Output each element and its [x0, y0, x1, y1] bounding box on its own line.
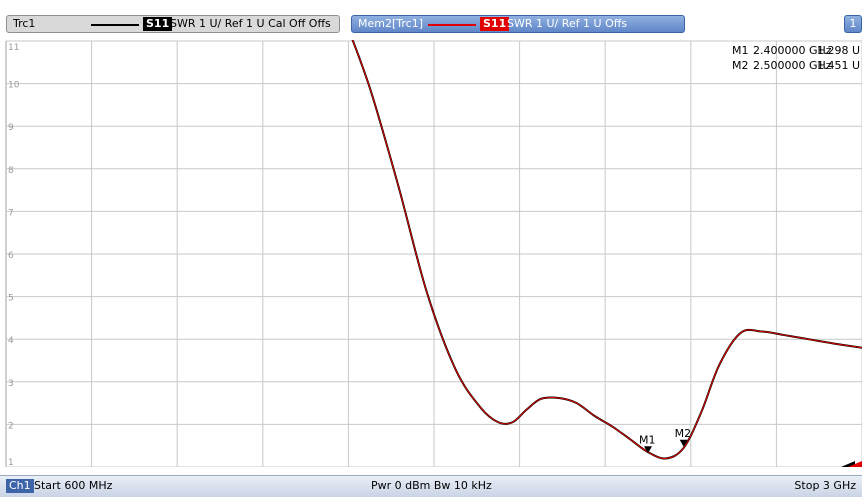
- y-tick-label: 4: [8, 336, 14, 346]
- power-bandwidth[interactable]: Pwr 0 dBm Bw 10 kHz: [371, 479, 492, 492]
- trace1-tab[interactable]: Trc1 S11 SWR 1 U/ Ref 1 U Cal Off Offs: [6, 15, 340, 33]
- marker-readout-frequency: 2.500000 GHz: [753, 59, 832, 72]
- marker-readout-label: M1: [732, 44, 749, 57]
- trace1-info: SWR 1 U/ Ref 1 U Cal Off Offs: [170, 17, 331, 30]
- marker-readout-frequency: 2.400000 GHz: [753, 44, 832, 57]
- channel-tab[interactable]: 1: [844, 15, 862, 33]
- y-tick-label: 5: [8, 294, 14, 304]
- marker-m1-triangle: [644, 446, 652, 454]
- trace1-legend-line: [91, 24, 139, 26]
- stop-frequency[interactable]: Stop 3 GHz: [794, 479, 856, 492]
- trace2-info: SWR 1 U/ Ref 1 U Offs: [507, 17, 628, 30]
- marker-readout-label: M2: [732, 59, 749, 72]
- y-tick-label: 11: [8, 43, 19, 53]
- trace1-name: Trc1: [13, 17, 36, 30]
- marker-m2-triangle: [679, 439, 688, 447]
- trace2-name: Mem2[Trc1]: [358, 17, 423, 30]
- trace-header: Trc1 S11 SWR 1 U/ Ref 1 U Cal Off Offs M…: [0, 0, 862, 40]
- marker-m2-label: M2: [675, 427, 692, 440]
- trace2-tab[interactable]: Mem2[Trc1] S11 SWR 1 U/ Ref 1 U Offs: [351, 15, 685, 33]
- y-tick-label: 1: [8, 458, 14, 467]
- trace2-curve: [345, 40, 862, 459]
- start-frequency[interactable]: Start 600 MHz: [34, 479, 113, 492]
- marker-m1-label: M1: [639, 433, 656, 446]
- stop-limit-arrow-red: [848, 461, 862, 467]
- y-tick-label: 6: [8, 251, 14, 261]
- y-tick-label: 9: [8, 123, 14, 133]
- marker-readout-value: 1.298 U: [817, 44, 860, 57]
- trace2-legend-line: [428, 24, 476, 26]
- y-tick-label: 2: [8, 421, 14, 431]
- status-bar: Ch1 Start 600 MHz Pwr 0 dBm Bw 10 kHz St…: [0, 475, 862, 497]
- y-tick-label: 3: [8, 379, 14, 389]
- y-tick-label: 7: [8, 208, 14, 218]
- channel-badge[interactable]: Ch1: [6, 479, 34, 493]
- marker-readout-value: 1.451 U: [817, 59, 860, 72]
- y-tick-label: 8: [8, 166, 14, 176]
- y-tick-label: 10: [8, 81, 20, 91]
- trace1-param-badge[interactable]: S11: [143, 17, 173, 31]
- trace2-param-badge[interactable]: S11: [480, 17, 510, 31]
